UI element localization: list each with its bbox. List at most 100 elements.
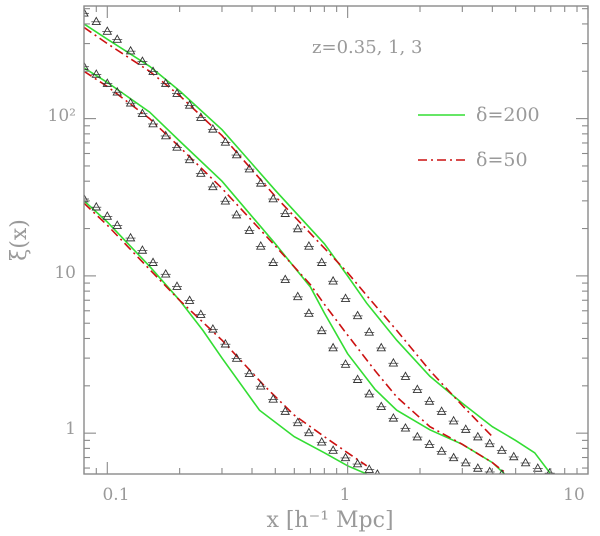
triangle-marker bbox=[280, 274, 291, 284]
plot-area bbox=[84, 7, 555, 474]
triangle-marker bbox=[231, 149, 242, 159]
triangle-marker bbox=[91, 69, 102, 78]
triangle-marker bbox=[473, 463, 483, 472]
triangle-marker bbox=[184, 100, 195, 109]
triangle-marker bbox=[196, 112, 206, 121]
triangle-marker bbox=[137, 108, 148, 118]
triangle-marker bbox=[84, 193, 89, 203]
triangle-marker bbox=[84, 7, 89, 17]
triangle-marker bbox=[316, 325, 327, 335]
triangle-marker bbox=[364, 327, 375, 336]
triangle-marker bbox=[546, 467, 554, 474]
triangle-marker bbox=[255, 178, 266, 187]
triangle-marker bbox=[376, 401, 387, 411]
triangle-markers-z-3 bbox=[84, 193, 381, 474]
triangle-marker bbox=[328, 445, 338, 454]
legend: δ=200 δ=50 bbox=[418, 104, 540, 171]
x-tick-label: 10 bbox=[563, 485, 585, 505]
triangle-marker bbox=[448, 452, 459, 462]
triangle-marker bbox=[231, 209, 242, 219]
delta-200-curve-z-1 bbox=[84, 67, 506, 474]
triangle-marker bbox=[268, 394, 278, 403]
triangle-marker bbox=[244, 225, 255, 234]
triangle-marker bbox=[160, 78, 171, 87]
triangle-marker bbox=[125, 232, 136, 242]
triangle-marker bbox=[255, 241, 266, 250]
triangle-marker bbox=[172, 142, 182, 151]
triangle-marker bbox=[316, 257, 327, 266]
triangle-marker bbox=[112, 86, 123, 96]
legend-label: δ=200 bbox=[476, 104, 540, 126]
triangle-marker bbox=[340, 293, 351, 302]
triangle-marker bbox=[84, 61, 89, 70]
triangle-marker bbox=[125, 97, 136, 107]
triangle-marker bbox=[292, 223, 303, 233]
triangle-marker bbox=[497, 445, 507, 454]
triangle-marker bbox=[172, 88, 182, 97]
triangle-marker bbox=[102, 26, 113, 35]
triangle-marker bbox=[532, 463, 543, 472]
triangle-marker bbox=[91, 16, 102, 26]
x-tick-label: 0.1 bbox=[102, 485, 129, 505]
triangle-marker bbox=[473, 431, 483, 441]
triangle-marker bbox=[280, 208, 291, 217]
triangle-marker bbox=[196, 309, 206, 318]
triangle-marker bbox=[460, 457, 471, 467]
x-axis-label: x [h⁻¹ Mpc] bbox=[266, 508, 393, 533]
y-tick-label: 1 bbox=[65, 419, 76, 439]
triangle-marker bbox=[244, 163, 255, 173]
triangle-marker bbox=[364, 388, 375, 398]
triangle-marker bbox=[412, 384, 423, 393]
triangle-marker bbox=[208, 324, 218, 333]
triangle-marker bbox=[268, 193, 278, 203]
triangle-marker bbox=[184, 295, 195, 304]
triangle-marker bbox=[172, 281, 182, 290]
legend-label: δ=50 bbox=[476, 149, 528, 171]
triangle-marker bbox=[196, 168, 206, 177]
triangle-marker bbox=[160, 268, 171, 278]
triangle-marker bbox=[208, 123, 218, 133]
y-tick-label: 10 bbox=[54, 263, 76, 283]
triangle-marker bbox=[412, 431, 423, 441]
plot-frame bbox=[83, 5, 589, 475]
x-tick-label: 1 bbox=[340, 485, 351, 505]
triangle-marker bbox=[304, 427, 314, 437]
triangle-marker bbox=[328, 342, 338, 352]
triangle-marker bbox=[102, 78, 113, 87]
triangle-marker bbox=[484, 438, 495, 448]
triangle-marker bbox=[148, 118, 158, 128]
triangle-marker bbox=[220, 137, 231, 146]
y-axis-label: ξ(x) bbox=[7, 219, 32, 261]
triangle-marker bbox=[91, 201, 102, 211]
triangle-marker bbox=[328, 275, 338, 285]
triangle-marker bbox=[112, 220, 123, 229]
triangle-markers-z-1 bbox=[84, 61, 505, 474]
triangle-marker bbox=[400, 422, 411, 432]
triangle-marker bbox=[352, 310, 363, 320]
triangle-marker bbox=[340, 452, 351, 462]
triangle-marker bbox=[400, 371, 411, 380]
delta-50-curve-z-0-35 bbox=[84, 26, 493, 438]
triangle-marker bbox=[304, 308, 314, 317]
triangle-marker bbox=[292, 291, 303, 301]
triangle-marker bbox=[112, 34, 123, 43]
triangle-marker bbox=[148, 66, 158, 75]
triangle-marker bbox=[231, 353, 242, 362]
triangle-marker bbox=[424, 439, 435, 448]
triangle-marker bbox=[388, 412, 399, 422]
triangle-markers-z-0-35 bbox=[84, 7, 555, 474]
triangle-marker bbox=[268, 257, 278, 266]
delta-200-curve-z-3 bbox=[84, 200, 368, 474]
triangle-marker bbox=[220, 338, 231, 348]
triangle-marker bbox=[436, 446, 447, 455]
triangle-marker bbox=[137, 245, 148, 254]
triangle-marker bbox=[148, 257, 158, 266]
triangle-marker bbox=[160, 130, 171, 140]
triangle-marker bbox=[460, 424, 471, 433]
triangle-marker bbox=[316, 436, 327, 446]
triangle-marker bbox=[292, 417, 303, 427]
delta-50-curve-z-1 bbox=[84, 70, 508, 474]
triangle-marker bbox=[340, 359, 351, 368]
triangle-marker bbox=[508, 451, 519, 461]
